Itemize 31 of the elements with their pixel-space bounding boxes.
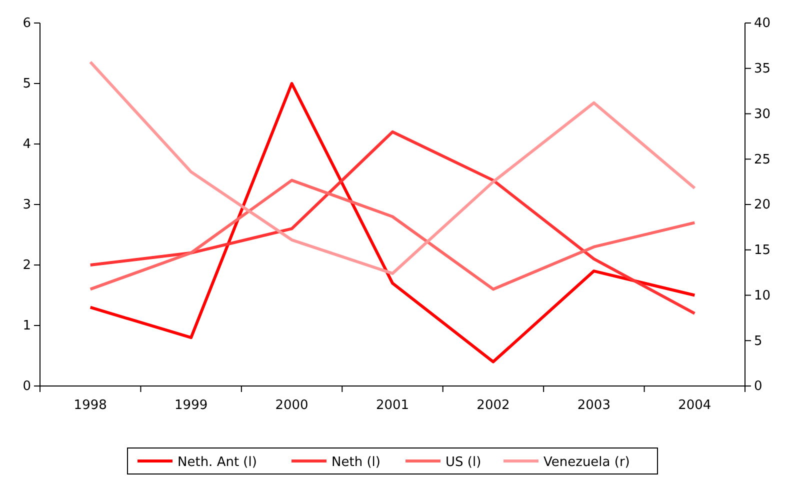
line-series [88,178,696,291]
x-tick-label: 2003 [577,398,610,414]
x-tick-label: 2000 [275,398,308,414]
x-tick-label: 1999 [174,398,208,414]
line-series [88,130,696,315]
y2-tick-label: 5 [754,334,762,349]
y-tick-label: 6 [22,16,31,32]
legend-label: Neth (l) [332,455,380,470]
line-series [88,82,696,364]
y2-tick-label: 0 [754,379,762,394]
x-tick-label: 1998 [74,398,107,414]
y2-tick-label: 25 [754,152,771,168]
y-tick-label: 3 [22,198,31,213]
y2-tick-label: 30 [754,106,771,122]
y2-tick-label: 35 [754,62,771,77]
legend-label: US (l) [446,455,482,470]
y-tick-label: 4 [22,137,31,152]
line-series [88,60,696,275]
y-tick-label: 0 [22,379,31,394]
y-tick-label: 2 [22,258,31,274]
y2-tick-label: 40 [754,16,771,32]
y2-tick-label: 10 [754,288,771,304]
legend-label: Venezuela (r) [544,455,630,470]
x-tick-label: 2004 [678,398,712,414]
y-tick-label: 1 [22,318,31,334]
y2-tick-label: 15 [754,243,771,258]
y2-tick-label: 20 [754,198,771,213]
x-tick-label: 2001 [376,398,410,414]
legend-label: Neth. Ant (l) [178,455,257,470]
y-tick-label: 5 [22,76,31,92]
x-tick-label: 2002 [476,398,510,414]
